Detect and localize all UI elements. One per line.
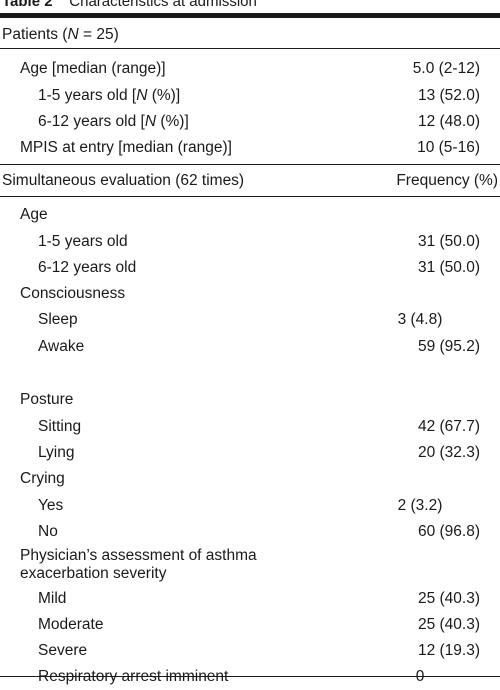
group-row-posture: Posture	[20, 391, 74, 408]
patients-header-row: Patients (N = 25)	[0, 22, 500, 48]
table-row: Mild 25 (40.3)	[38, 590, 480, 607]
top-rule	[0, 13, 500, 18]
evaluation-header-rule	[0, 196, 500, 197]
table-row: Sitting 42 (67.7)	[38, 418, 480, 435]
group-row-severity: Physician’s assessment of asthma exacerb…	[20, 547, 257, 582]
patients-header: Patients (N = 25)	[2, 26, 119, 43]
patients-header-rule	[0, 48, 500, 49]
table-row: MPIS at entry [median (range)] 10 (5-16)	[20, 139, 480, 156]
group-row-consciousness: Consciousness	[20, 285, 126, 302]
table-row: Severe 12 (19.3)	[38, 642, 480, 659]
table-title: Characteristics at admission	[69, 0, 257, 10]
table-row: Moderate 25 (40.3)	[38, 616, 480, 633]
table-row: 6-12 years old 31 (50.0)	[38, 259, 480, 276]
group-row-age: Age	[20, 206, 48, 223]
table-row: Sleep 3 (4.8)	[38, 311, 443, 328]
table-row: Awake 59 (95.2)	[38, 338, 480, 355]
table-row: 1-5 years old [N (%)] 13 (52.0)	[38, 87, 480, 104]
table-row: No 60 (96.8)	[38, 523, 480, 540]
frequency-column-header: Frequency (%)	[396, 172, 498, 189]
table-row: Age [median (range)] 5.0 (2-12)	[20, 60, 480, 77]
section-rule	[0, 164, 500, 165]
table-row: Lying 20 (32.3)	[38, 444, 480, 461]
table-row: Yes 2 (3.2)	[38, 497, 443, 514]
group-row-crying: Crying	[20, 470, 65, 487]
table-row: 1-5 years old 31 (50.0)	[38, 233, 480, 250]
evaluation-header-row: Simultaneous evaluation (62 times) Frequ…	[0, 168, 500, 194]
table-number: Table 2	[2, 0, 53, 10]
table-row: 6-12 years old [N (%)] 12 (48.0)	[38, 113, 480, 130]
table-caption: Table 2 Characteristics at admission	[2, 0, 257, 11]
table-row: Respiratory arrest imminent 0	[38, 668, 424, 685]
